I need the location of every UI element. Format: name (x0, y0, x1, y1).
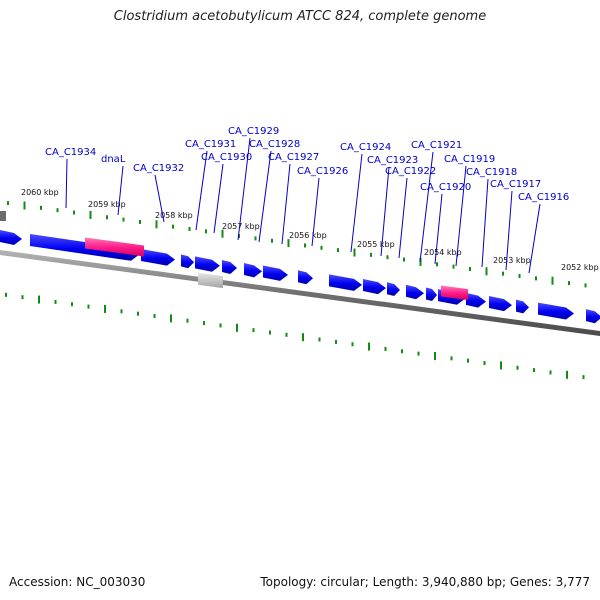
kbp-tick-label: 2056 kbp (289, 231, 327, 240)
map-title: Clostridium acetobutylicum ATCC 824, com… (113, 9, 487, 24)
gene-arrow[interactable] (426, 287, 437, 301)
pseudogene-feature[interactable] (198, 272, 223, 289)
rna-feature[interactable] (85, 237, 144, 257)
rna-feature[interactable] (441, 285, 468, 301)
label-leader-line (258, 150, 272, 243)
kbp-tick-label: 2057 kbp (222, 222, 260, 231)
label-leader-line (350, 153, 363, 253)
gene-arrow[interactable] (30, 234, 139, 261)
label-leader-line (195, 150, 208, 231)
label-leader-line (213, 163, 224, 234)
gene-label[interactable]: CA_C1928 (249, 139, 300, 150)
gene-arrow[interactable] (181, 254, 194, 269)
gene-label[interactable]: CA_C1918 (466, 167, 517, 178)
gene-arrow[interactable] (195, 256, 220, 272)
gene-label[interactable]: CA_C1924 (340, 142, 391, 153)
kbp-tick-label: 2052 kbp (561, 263, 599, 272)
gene-label[interactable]: CA_C1922 (385, 166, 436, 177)
kbp-tick-label: 2060 kbp (21, 188, 59, 197)
label-leader-line (419, 151, 434, 263)
label-leader-line (117, 165, 124, 216)
gene-arrow[interactable] (538, 302, 574, 320)
gene-arrow[interactable] (0, 230, 22, 245)
gene-label[interactable]: CA_C1930 (201, 152, 252, 163)
gene-arrow[interactable] (244, 262, 262, 278)
gene-label[interactable]: CA_C1917 (490, 179, 541, 190)
label-leader-line (455, 165, 467, 267)
accession-text: Accession: NC_003030 (9, 575, 146, 589)
gene-arrow[interactable] (466, 292, 486, 308)
label-leader-line (237, 137, 251, 241)
gene-arrow[interactable] (363, 279, 386, 295)
label-leader-line (311, 177, 320, 247)
label-leader-line (398, 177, 408, 259)
gene-arrow[interactable] (387, 282, 400, 296)
kbp-tick-label: 2054 kbp (424, 248, 462, 257)
gene-label[interactable]: CA_C1923 (367, 155, 418, 166)
gene-track (0, 230, 600, 324)
label-leader-line (281, 163, 291, 245)
label-leader-line (481, 178, 489, 268)
gene-arrow[interactable] (298, 270, 313, 285)
gene-arrow[interactable] (263, 265, 288, 281)
label-leader-line (154, 174, 165, 223)
gene-arrow[interactable] (222, 259, 237, 274)
gene-arrow[interactable] (586, 309, 600, 324)
gene-arrow[interactable] (489, 296, 512, 312)
edge-marker (0, 211, 6, 221)
gene-label[interactable]: CA_C1932 (133, 163, 184, 174)
label-leader-line (528, 203, 541, 274)
gene-label[interactable]: CA_C1926 (297, 166, 348, 177)
backbone-strand (0, 250, 600, 336)
gene-label[interactable]: CA_C1931 (185, 139, 236, 150)
gene-label[interactable]: dnaL (101, 154, 126, 165)
kbp-tick-label: 2055 kbp (357, 240, 395, 249)
label-leader-line (65, 158, 68, 209)
gene-label[interactable]: CA_C1921 (411, 140, 462, 151)
genome-backbone (0, 211, 600, 336)
label-leader-line (434, 193, 443, 265)
gene-arrow[interactable] (406, 284, 424, 300)
gene-label[interactable]: CA_C1934 (45, 147, 96, 158)
kbp-labels: 2060 kbp 2059 kbp 2058 kbp 2057 kbp 2056 kbp… (21, 188, 599, 272)
kbp-tick-label: 2059 kbp (88, 200, 126, 209)
kbp-tick-label: 2058 kbp (155, 211, 193, 220)
gene-labels: CA_C1934 dnaL CA_C1932 CA_C1931 CA_C1930 CA_C… (45, 126, 569, 274)
gene-label[interactable]: CA_C1920 (420, 182, 471, 193)
gene-arrow[interactable] (141, 249, 175, 266)
gene-arrow[interactable] (329, 274, 362, 291)
label-leader-line (505, 190, 513, 271)
outer-tick-ring (7, 201, 587, 288)
gene-label[interactable]: CA_C1929 (228, 126, 279, 137)
kbp-tick-label: 2053 kbp (493, 256, 531, 265)
gene-label[interactable]: CA_C1916 (518, 192, 569, 203)
gene-arrow[interactable] (516, 299, 529, 314)
gene-label[interactable]: CA_C1919 (444, 154, 495, 165)
inner-tick-ring (5, 292, 585, 380)
gene-label[interactable]: CA_C1927 (268, 152, 319, 163)
label-leader-line (380, 166, 390, 257)
genome-summary-text: Topology: circular; Length: 3,940,880 bp… (260, 575, 590, 589)
